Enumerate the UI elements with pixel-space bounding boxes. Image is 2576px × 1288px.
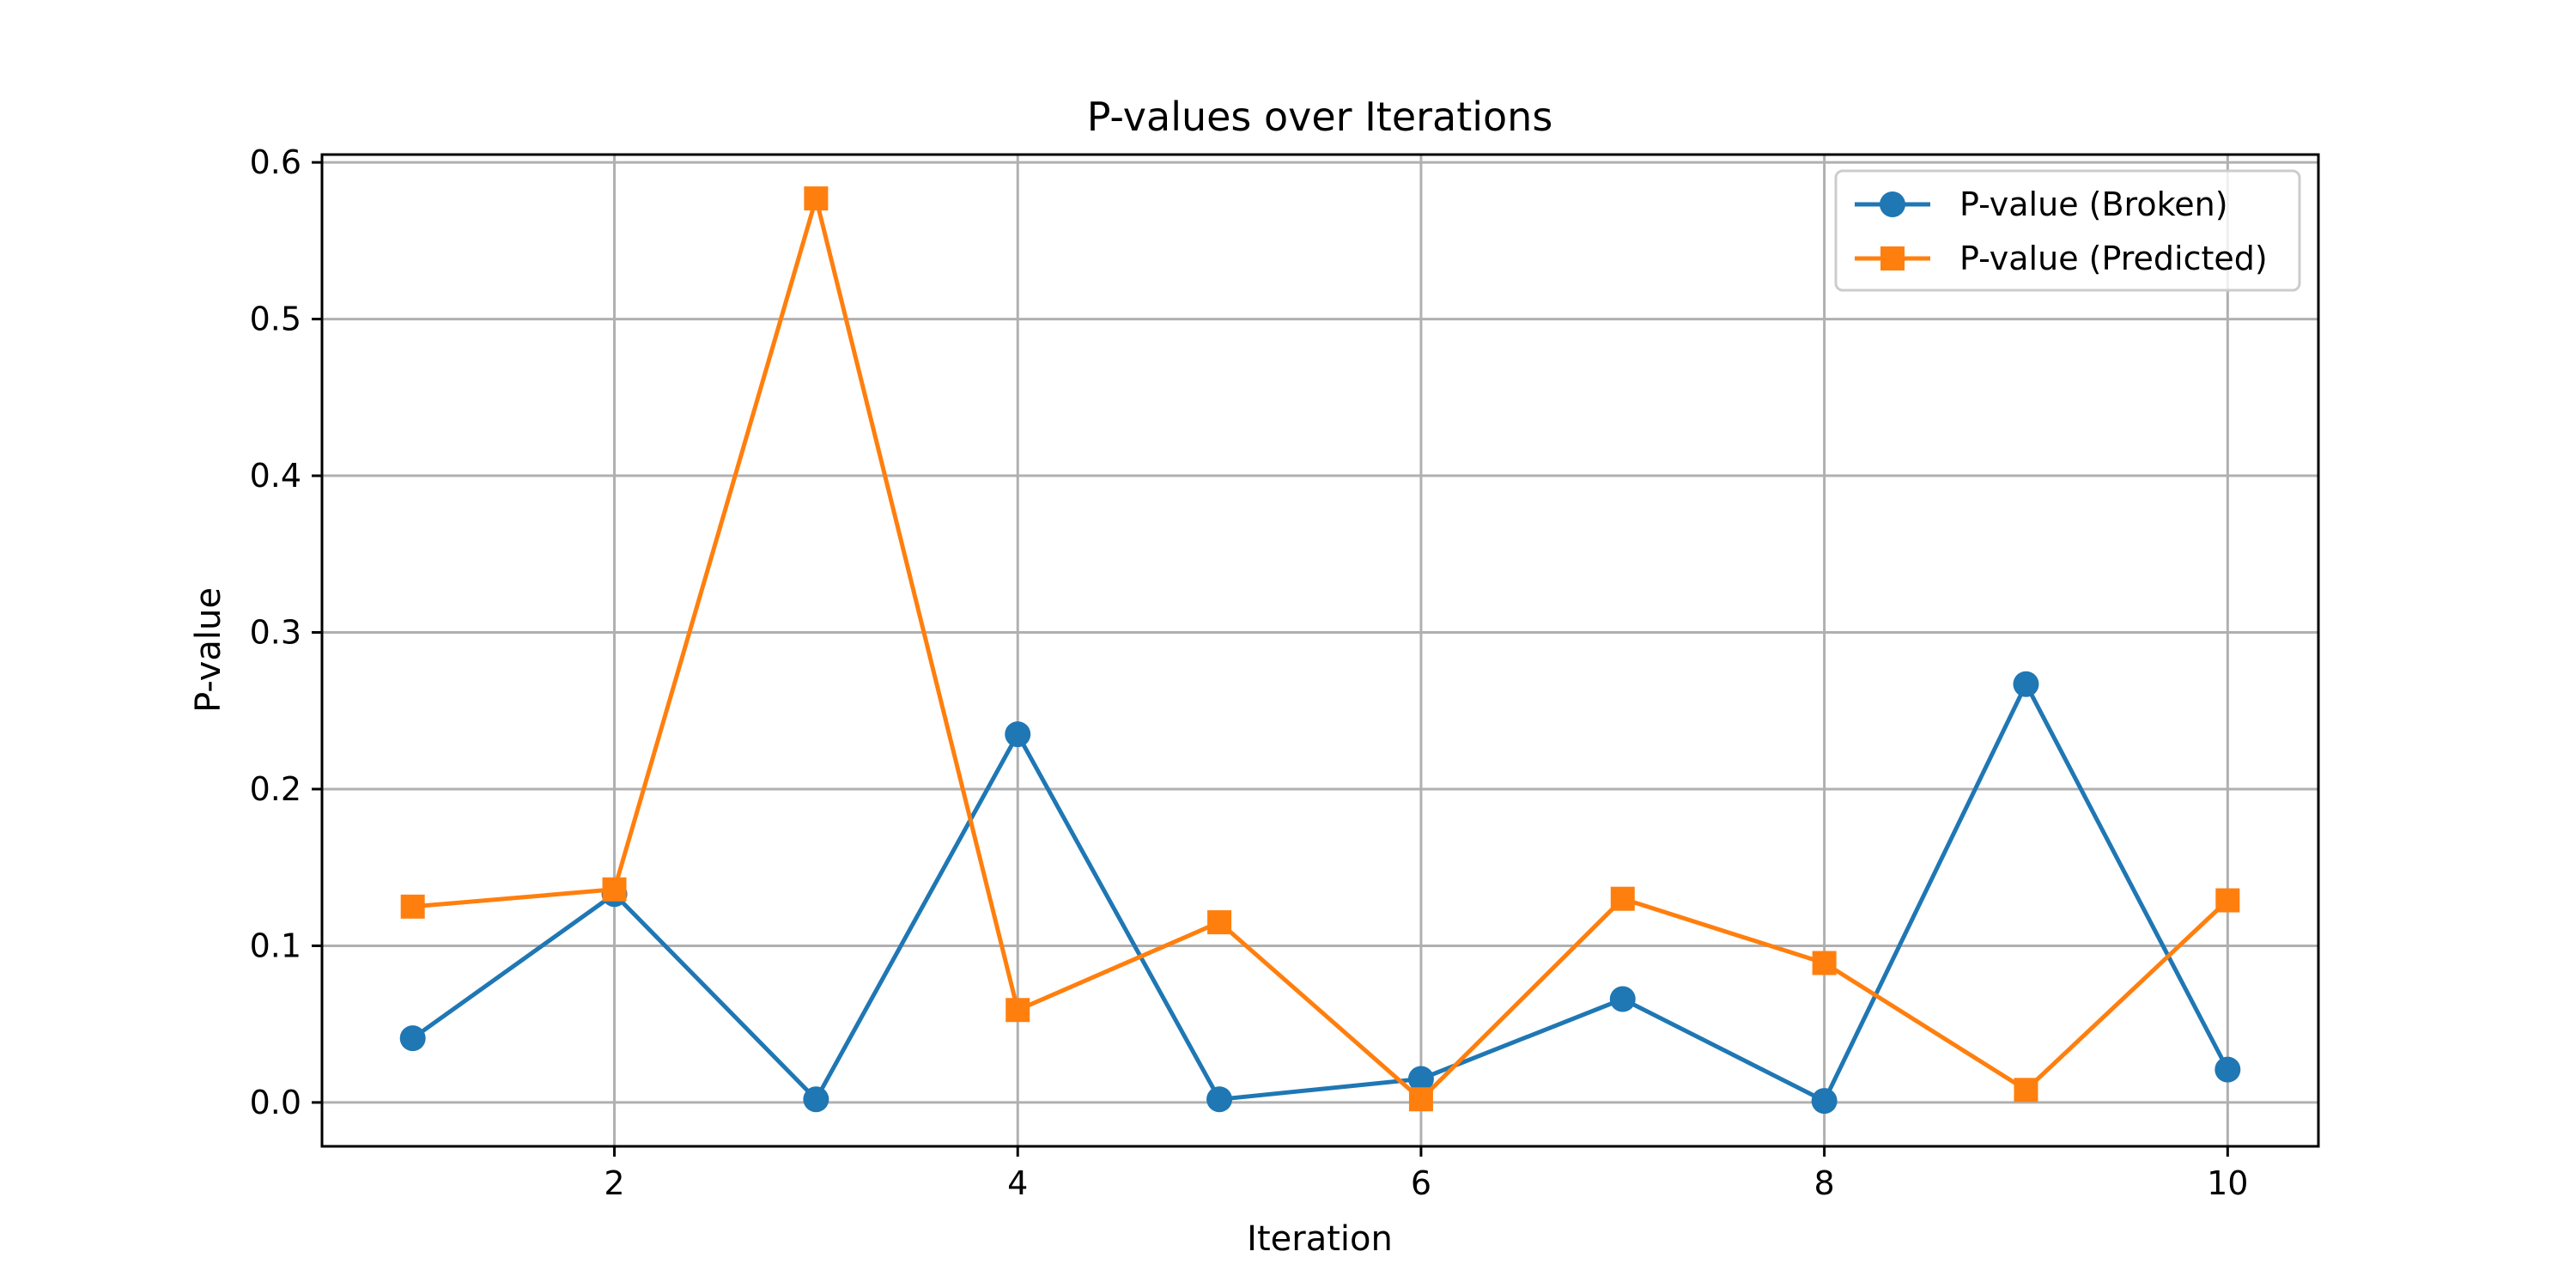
series-line [411, 682, 2230, 1103]
data-point-square [2014, 1078, 2038, 1103]
series-line [412, 196, 2230, 1102]
series-layer [399, 186, 2241, 1115]
data-point-square [1005, 998, 1030, 1023]
legend: P-value (Broken) P-value (Predicted) [1834, 169, 2301, 292]
data-point-square [1812, 951, 1837, 975]
data-point-square [2215, 888, 2240, 913]
x-tick-label: 8 [1814, 1164, 1835, 1202]
legend-circle-marker [1880, 191, 1905, 217]
data-point-circle [1005, 721, 1031, 748]
data-point-circle [1206, 1086, 1233, 1113]
data-point-square [1610, 886, 1635, 911]
y-tick-label: 0.5 [250, 301, 301, 338]
data-point-circle [1811, 1088, 1838, 1115]
series-1 [399, 671, 2241, 1115]
plot-frame [320, 153, 2320, 1148]
data-point-circle [2215, 1056, 2241, 1083]
legend-entry: P-value (Broken) [1855, 185, 2228, 223]
series-2 [400, 186, 2240, 1112]
axis-ticks: 2 4 6 8 10 0.0 0.1 0.2 0.3 0.4 0.5 0.6 [250, 143, 2249, 1202]
data-point-circle [2013, 671, 2039, 697]
data-point-circle [399, 1025, 426, 1052]
x-axis-label: Iteration [1247, 1219, 1393, 1259]
legend-items: P-value (Broken) P-value (Predicted) [1855, 185, 2268, 277]
x-tick-label: 2 [604, 1164, 624, 1202]
x-tick-label: 4 [1007, 1164, 1028, 1202]
data-point-square [400, 894, 425, 919]
y-tick-label: 0.1 [250, 927, 301, 964]
chart-title: P-values over Iterations [1087, 94, 1553, 140]
y-tick-label: 0.2 [250, 770, 301, 808]
legend-label: P-value (Predicted) [1959, 240, 2268, 277]
data-point-square [602, 877, 627, 902]
x-tick-label: 10 [2207, 1164, 2248, 1202]
legend-entry: P-value (Predicted) [1855, 240, 2268, 277]
legend-square-marker [1880, 246, 1905, 270]
plot-background [322, 155, 2318, 1146]
y-tick-label: 0.6 [250, 143, 301, 181]
x-tick-label: 6 [1411, 1164, 1431, 1202]
y-tick-label: 0.0 [250, 1084, 301, 1121]
legend-label: P-value (Broken) [1959, 185, 2228, 223]
data-point-circle [1609, 986, 1636, 1012]
data-point-square [804, 186, 829, 211]
data-point-circle [803, 1086, 829, 1113]
y-tick-label: 0.3 [250, 614, 301, 652]
data-point-square [1408, 1087, 1433, 1112]
y-tick-label: 0.4 [250, 457, 301, 495]
data-point-square [1207, 910, 1232, 935]
legend-box [1834, 169, 2301, 292]
grid-lines [322, 155, 2318, 1146]
y-axis-label: P-value [189, 587, 228, 713]
data-point-circle [1407, 1066, 1434, 1092]
